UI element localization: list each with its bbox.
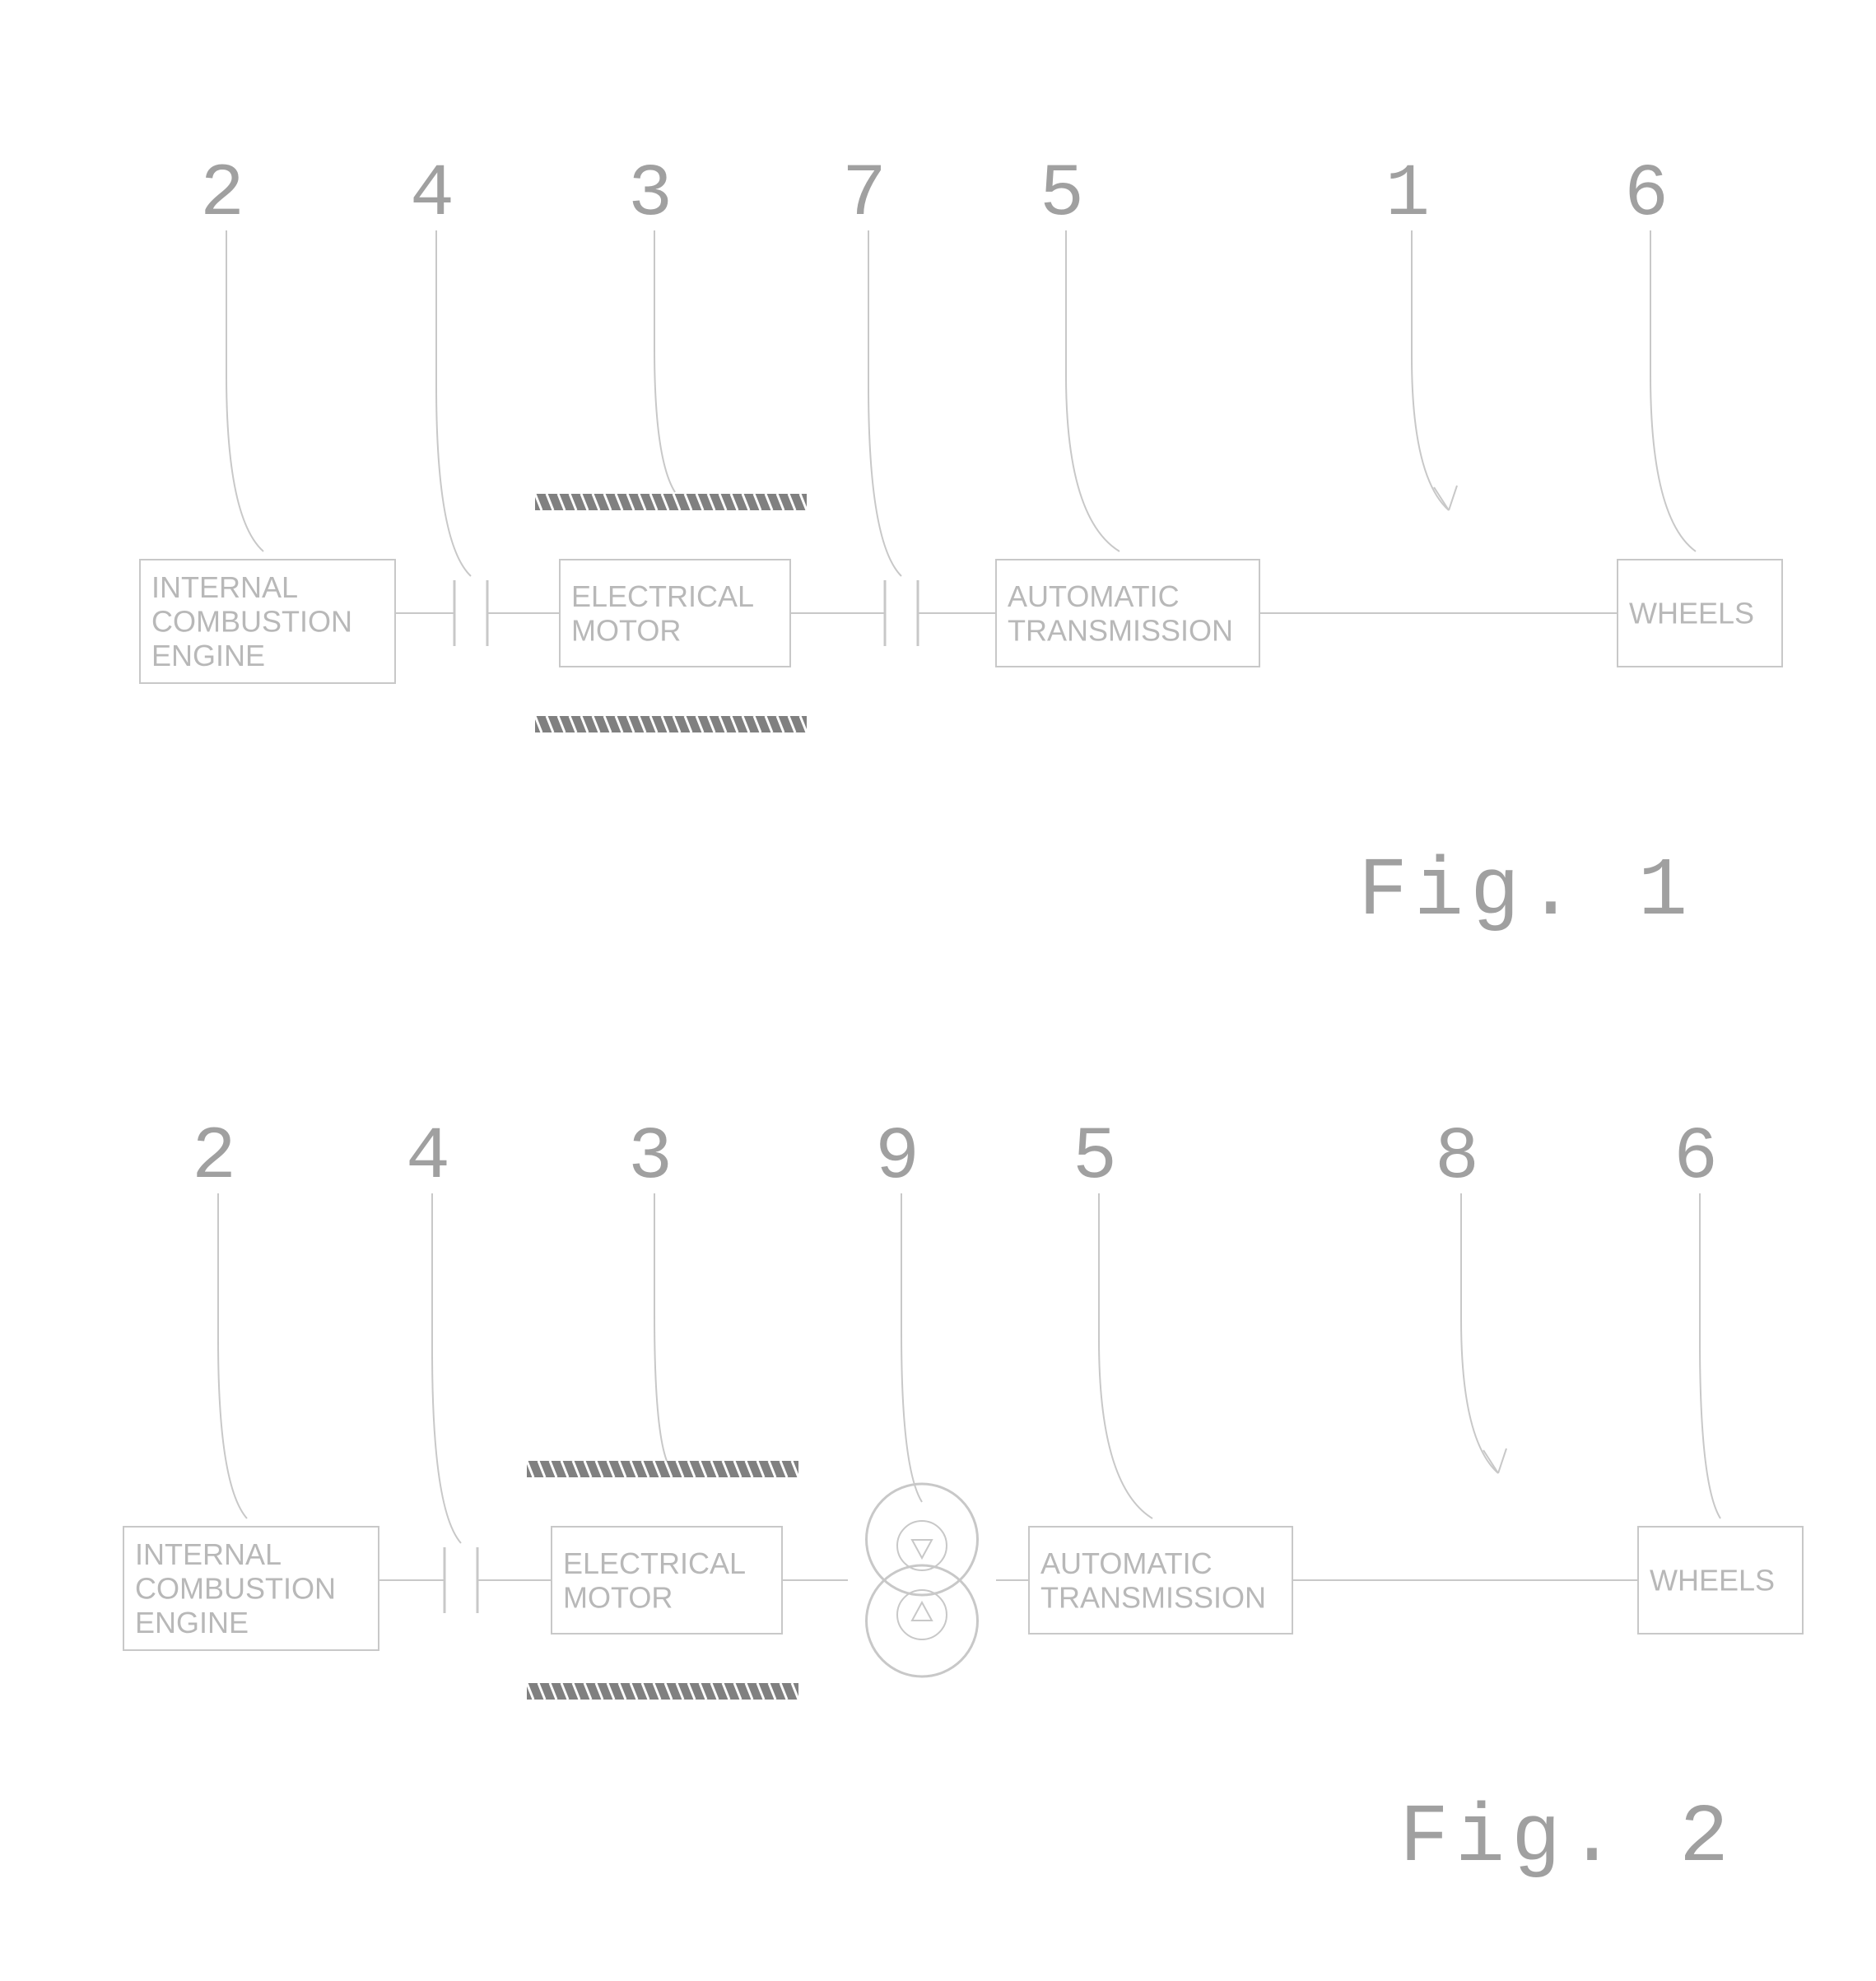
ref-2-number: 2 bbox=[192, 1116, 236, 1200]
box-wheels: WHEELS bbox=[1618, 560, 1782, 667]
box-motor: ELECTRICALMOTOR bbox=[560, 560, 790, 667]
ref-9-number: 9 bbox=[875, 1116, 919, 1200]
clutch-c4 bbox=[445, 1547, 477, 1613]
box-engine-label-1: COMBUSTION bbox=[135, 1572, 336, 1606]
ref-2-number: 2 bbox=[200, 153, 244, 237]
box-wheels-label-0: WHEELS bbox=[1650, 1564, 1775, 1597]
torque-converter bbox=[867, 1484, 978, 1676]
ref-8: 8 bbox=[1435, 1116, 1506, 1473]
box-trans-label-0: AUTOMATIC bbox=[1008, 579, 1180, 613]
box-motor: ELECTRICALMOTOR bbox=[552, 1527, 782, 1634]
ref-4-number: 4 bbox=[410, 153, 454, 237]
ref-7: 7 bbox=[842, 153, 901, 576]
fig1-caption: Fig. 1 bbox=[1358, 846, 1694, 939]
box-engine-label-2: ENGINE bbox=[151, 639, 265, 672]
clutch-c4 bbox=[454, 580, 487, 646]
ref-6: 6 bbox=[1624, 153, 1696, 551]
box-motor-label-1: MOTOR bbox=[563, 1580, 673, 1614]
ref-4-number: 4 bbox=[406, 1116, 450, 1200]
ref-8-number: 8 bbox=[1435, 1116, 1479, 1200]
ref-2: 2 bbox=[192, 1116, 247, 1518]
box-motor-label-0: ELECTRICAL bbox=[571, 579, 754, 613]
box-trans-label-1: TRANSMISSION bbox=[1008, 613, 1233, 647]
fig1: Fig. 1 bbox=[395, 494, 1694, 939]
ref-3-number: 3 bbox=[628, 1116, 673, 1200]
ref-3: 3 bbox=[628, 153, 675, 492]
ref-7-number: 7 bbox=[842, 153, 887, 237]
box-engine: INTERNALCOMBUSTIONENGINE bbox=[140, 560, 395, 683]
ref-6-number: 6 bbox=[1624, 153, 1669, 237]
box-trans-label-1: TRANSMISSION bbox=[1040, 1580, 1266, 1614]
box-motor-label-1: MOTOR bbox=[571, 613, 681, 647]
box-trans: AUTOMATICTRANSMISSION bbox=[1029, 1527, 1292, 1634]
fig2-caption: Fig. 2 bbox=[1399, 1793, 1735, 1886]
box-engine-label-2: ENGINE bbox=[135, 1606, 249, 1639]
ref-4: 4 bbox=[406, 1116, 461, 1543]
ref-5-number: 5 bbox=[1073, 1116, 1117, 1200]
ref-6: 6 bbox=[1674, 1116, 1720, 1518]
box-engine-label-1: COMBUSTION bbox=[151, 605, 352, 639]
ref-6-number: 6 bbox=[1674, 1116, 1718, 1200]
ref-3-number: 3 bbox=[628, 153, 673, 237]
fig2: Fig. 2 bbox=[379, 1461, 1735, 1886]
ref-5-number: 5 bbox=[1040, 153, 1084, 237]
ref-1-number: 1 bbox=[1385, 153, 1430, 237]
ref-2: 2 bbox=[200, 153, 263, 551]
box-trans: AUTOMATICTRANSMISSION bbox=[996, 560, 1259, 667]
ref-4: 4 bbox=[410, 153, 471, 576]
ref-5: 5 bbox=[1040, 153, 1120, 551]
box-engine-label-0: INTERNAL bbox=[135, 1537, 282, 1571]
box-wheels: WHEELS bbox=[1638, 1527, 1803, 1634]
ref-3: 3 bbox=[628, 1116, 673, 1461]
box-wheels-label-0: WHEELS bbox=[1629, 597, 1754, 630]
box-motor-label-0: ELECTRICAL bbox=[563, 1546, 746, 1580]
box-trans-label-0: AUTOMATIC bbox=[1040, 1546, 1213, 1580]
ref-5: 5 bbox=[1073, 1116, 1152, 1518]
box-engine: INTERNALCOMBUSTIONENGINE bbox=[123, 1527, 379, 1650]
box-engine-label-0: INTERNAL bbox=[151, 570, 298, 604]
ref-9: 9 bbox=[875, 1116, 922, 1502]
ref-1: 1 bbox=[1385, 153, 1457, 510]
clutch-c7 bbox=[885, 580, 918, 646]
